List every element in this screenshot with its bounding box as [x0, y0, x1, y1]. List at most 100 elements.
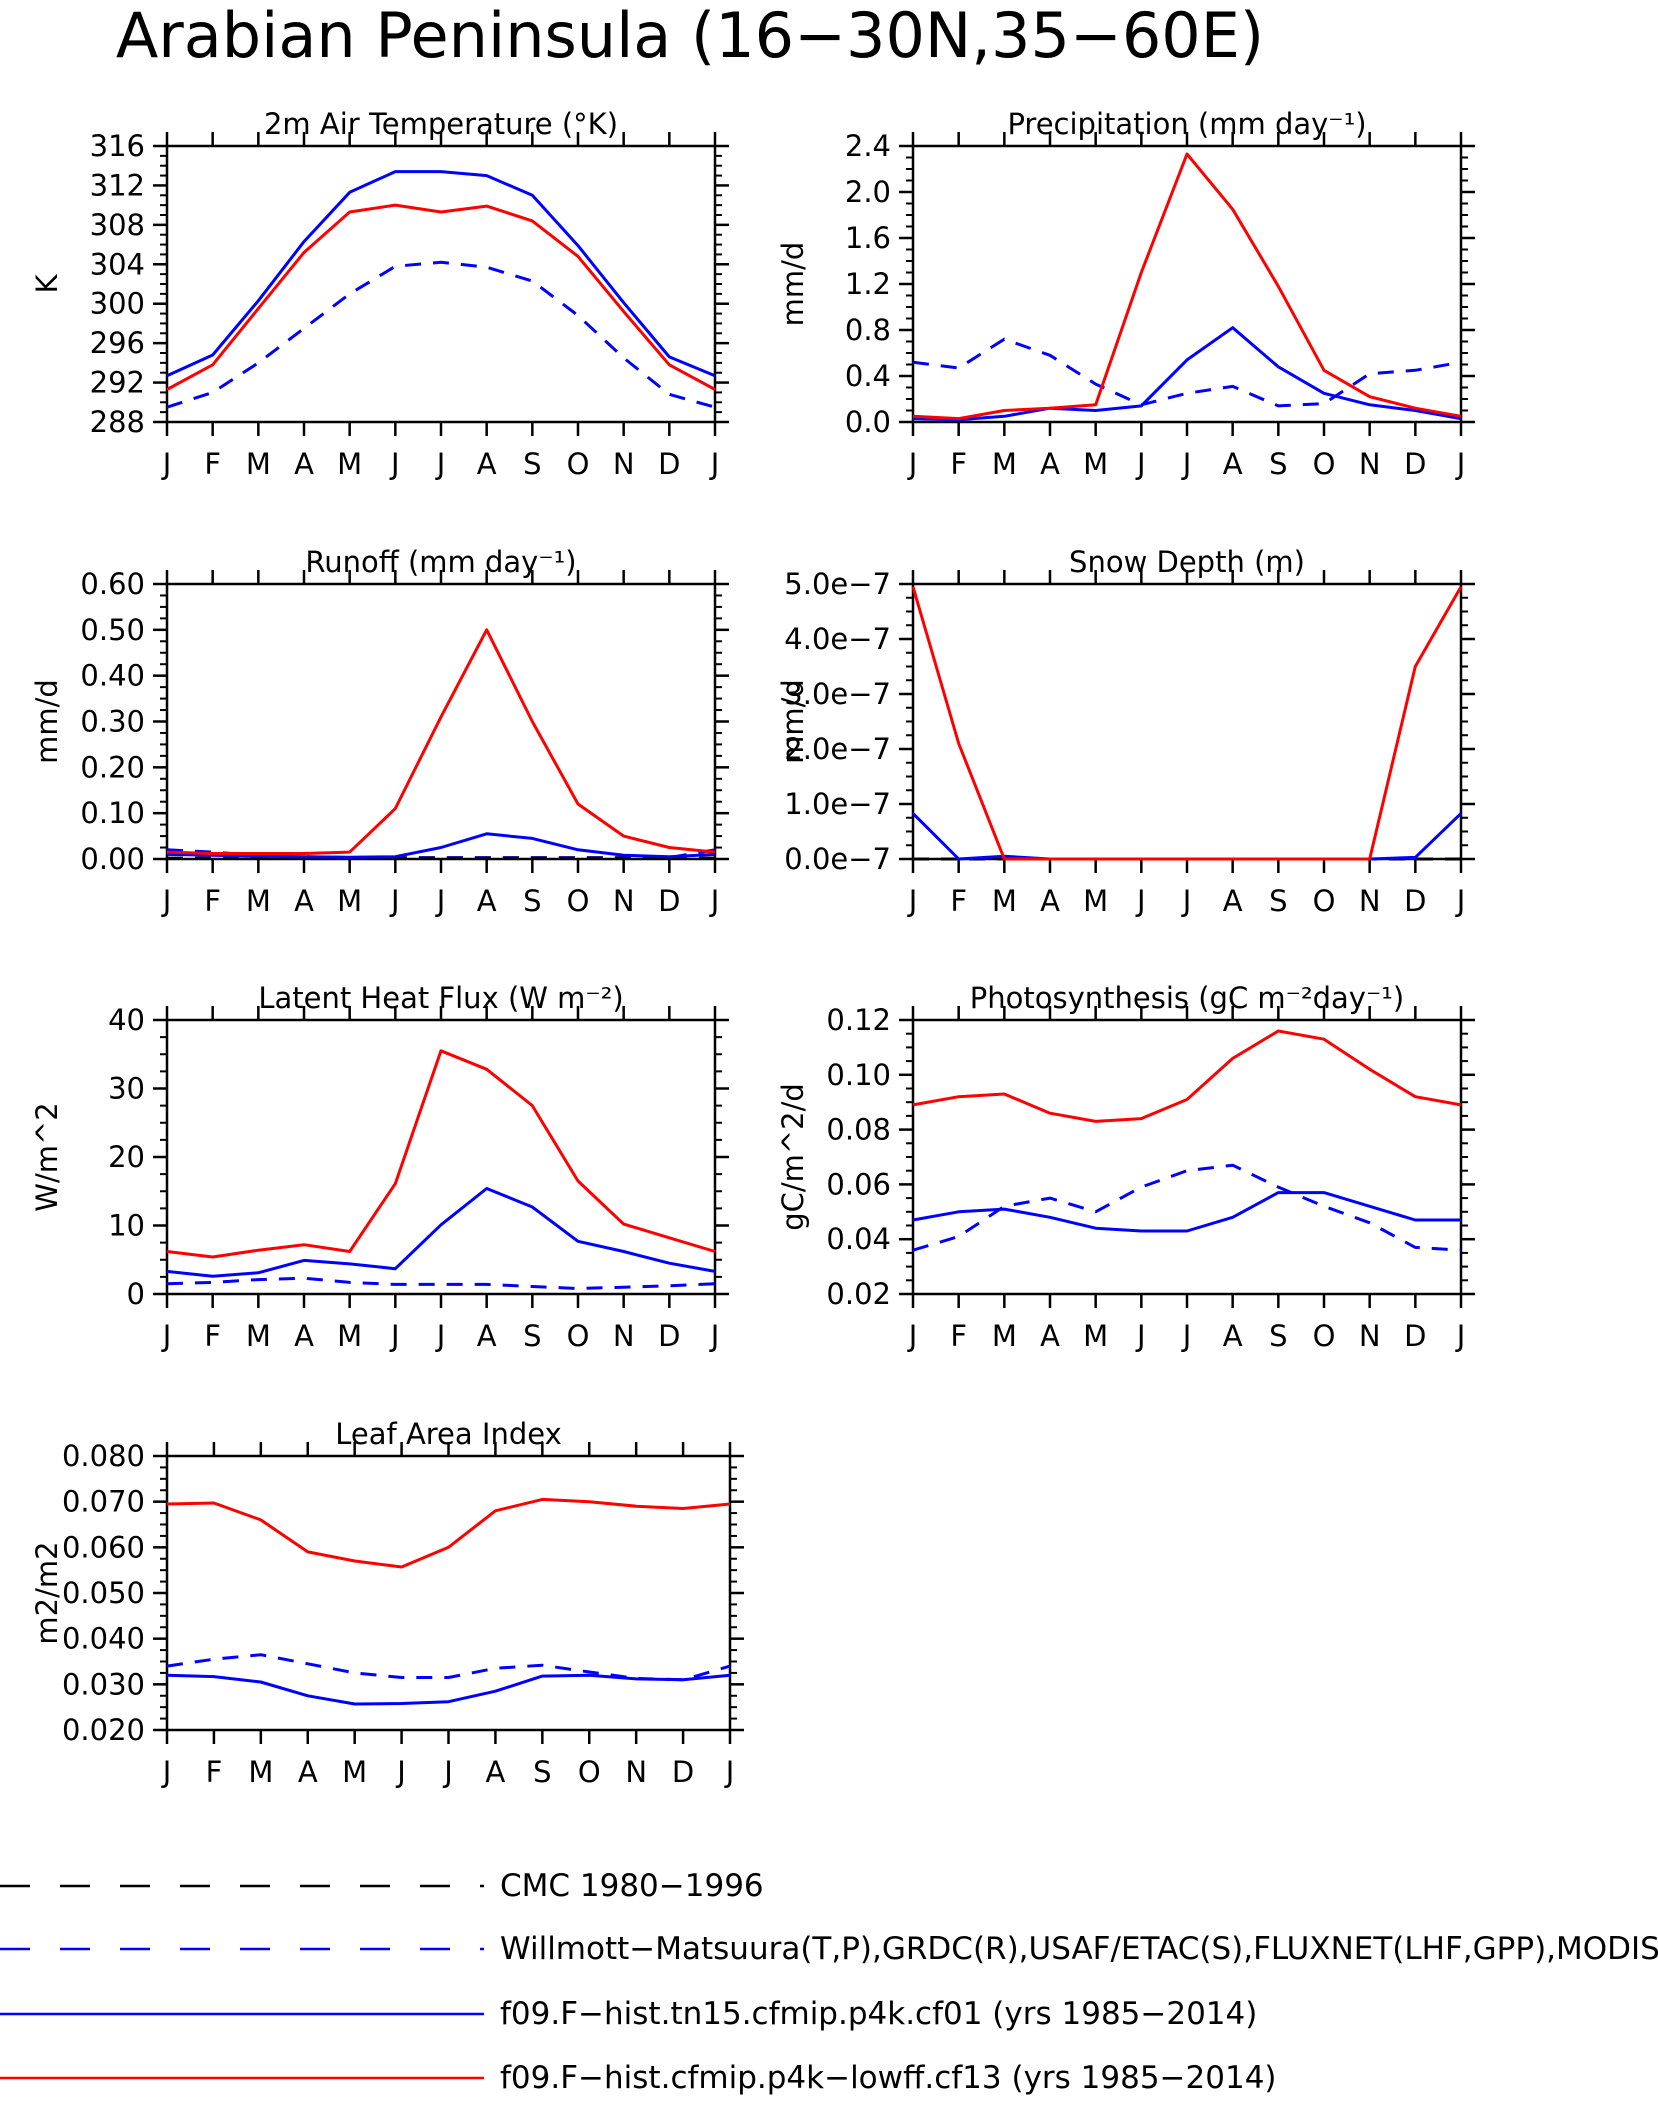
- x-tick-label: N: [1359, 884, 1381, 918]
- x-tick-label: M: [246, 884, 271, 918]
- panel-3: Runoff (mm day⁻¹)mm/d0.000.100.200.300.4…: [30, 545, 729, 918]
- series-line-2: [166, 1187, 716, 1278]
- x-tick-label: F: [950, 884, 967, 918]
- x-tick-label: F: [204, 884, 221, 918]
- x-tick-label: D: [1404, 884, 1426, 918]
- x-tick-label: D: [672, 1755, 694, 1789]
- y-tick-label: 0.4: [845, 359, 891, 393]
- x-tick-label: D: [658, 884, 680, 918]
- x-tick-label: J: [724, 1755, 735, 1789]
- y-tick-label: 0.50: [80, 613, 145, 647]
- y-tick-label: 0.0: [845, 405, 891, 439]
- y-tick-label: 0.12: [826, 1003, 891, 1037]
- x-tick-label: A: [294, 1319, 314, 1353]
- x-tick-label: J: [1135, 884, 1146, 918]
- y-tick-label: 1.0e−7: [784, 787, 891, 821]
- x-tick-label: S: [1269, 884, 1287, 918]
- y-tick-label: 296: [90, 326, 145, 360]
- x-tick-label: N: [625, 1755, 647, 1789]
- x-tick-label: A: [1040, 884, 1060, 918]
- x-tick-label: N: [613, 447, 635, 481]
- panel-4: Snow Depth (m)mm/d0.0e−71.0e−72.0e−73.0e…: [776, 545, 1475, 918]
- panel-7: Leaf Area Indexm2/m20.0200.0300.0400.050…: [30, 1417, 744, 1789]
- x-tick-label: O: [567, 1319, 590, 1353]
- x-tick-label: A: [1223, 1319, 1243, 1353]
- y-tick-label: 312: [90, 168, 145, 202]
- x-tick-label: A: [1223, 884, 1243, 918]
- series-line-2: [912, 326, 1462, 422]
- x-tick-label: F: [204, 447, 221, 481]
- x-tick-label: J: [907, 1319, 918, 1353]
- x-tick-label: J: [1455, 447, 1466, 481]
- legend-row-obs: Willmott−Matsuura(T,P),GRDC(R),USAF/ETAC…: [0, 1929, 1658, 1969]
- series-line-3: [912, 1029, 1462, 1123]
- x-tick-label: F: [204, 1319, 221, 1353]
- x-tick-label: J: [161, 884, 172, 918]
- legend-line-model-blue: [0, 2012, 484, 2016]
- x-tick-label: J: [435, 1319, 446, 1353]
- y-tick-label: 300: [90, 287, 145, 321]
- x-tick-label: M: [992, 884, 1017, 918]
- y-tick-label: 0.40: [80, 659, 145, 693]
- y-tick-label: 0.02: [826, 1277, 891, 1311]
- plots-canvas: 2m Air Temperature (°K)K2882922963003043…: [30, 107, 1475, 1789]
- y-tick-label: 0.080: [62, 1439, 145, 1473]
- x-tick-label: J: [1135, 447, 1146, 481]
- y-tick-label: 0.04: [826, 1222, 891, 1256]
- x-tick-label: M: [1083, 1319, 1108, 1353]
- y-tick-label: 0.050: [62, 1576, 145, 1610]
- y-axis-label: mm/d: [776, 679, 810, 764]
- y-tick-label: 0.0e−7: [784, 842, 891, 876]
- main-title: Arabian Peninsula (16−30N,35−60E): [115, 0, 1265, 72]
- y-tick-label: 1.2: [845, 267, 891, 301]
- x-tick-label: D: [658, 447, 680, 481]
- series-line-3: [166, 203, 716, 391]
- x-tick-label: J: [1135, 1319, 1146, 1353]
- y-axis-label: W/m^2: [30, 1102, 64, 1211]
- panel-frame: [911, 144, 1463, 424]
- legend-row-model-blue: f09.F−hist.tn15.cfmip.p4k.cf01 (yrs 1985…: [0, 1994, 1658, 2034]
- y-tick-label: 0.00: [80, 842, 145, 876]
- x-tick-label: O: [567, 884, 590, 918]
- x-tick-label: A: [477, 447, 497, 481]
- panel-frame: [165, 144, 717, 424]
- x-tick-label: M: [248, 1755, 273, 1789]
- x-tick-label: S: [523, 884, 541, 918]
- series-line-3: [911, 586, 1463, 861]
- x-tick-label: M: [992, 1319, 1017, 1353]
- x-tick-label: J: [709, 447, 720, 481]
- series-line-2: [912, 1191, 1461, 1233]
- panel-1: 2m Air Temperature (°K)K2882922963003043…: [30, 107, 729, 481]
- legend-label-obs: Willmott−Matsuura(T,P),GRDC(R),USAF/ETAC…: [500, 1931, 1658, 1967]
- series-line-3: [166, 1049, 716, 1259]
- y-axis-label: K: [30, 274, 64, 294]
- series-line-1: [912, 337, 1462, 408]
- y-tick-label: 308: [90, 208, 145, 242]
- x-tick-label: O: [1313, 447, 1336, 481]
- y-axis-label: mm/d: [776, 242, 810, 327]
- x-tick-label: M: [992, 447, 1017, 481]
- legend-row-model-red: f09.F−hist.cfmip.p4k−lowff.cf13 (yrs 198…: [0, 2058, 1658, 2098]
- x-tick-label: M: [246, 1319, 271, 1353]
- x-tick-label: S: [1269, 447, 1287, 481]
- y-axis-label: m2/m2: [30, 1541, 64, 1644]
- x-tick-label: J: [435, 884, 446, 918]
- y-tick-label: 30: [108, 1072, 145, 1106]
- x-tick-label: A: [1223, 447, 1243, 481]
- panel-frame: [911, 1018, 1463, 1296]
- y-tick-label: 0.08: [826, 1113, 891, 1147]
- x-tick-label: O: [1313, 884, 1336, 918]
- x-tick-label: J: [709, 1319, 720, 1353]
- y-tick-label: 0.30: [80, 705, 145, 739]
- x-tick-label: D: [658, 1319, 680, 1353]
- y-tick-label: 0.10: [826, 1058, 891, 1092]
- x-tick-label: O: [578, 1755, 601, 1789]
- x-tick-label: J: [1455, 884, 1466, 918]
- y-axis-label: gC/m^2/d: [776, 1083, 810, 1231]
- series-line-1: [166, 1276, 716, 1290]
- y-tick-label: 0.030: [62, 1667, 145, 1701]
- x-tick-label: M: [1083, 884, 1108, 918]
- y-tick-label: 0.060: [62, 1530, 145, 1564]
- x-tick-label: S: [523, 1319, 541, 1353]
- x-tick-label: D: [1404, 1319, 1426, 1353]
